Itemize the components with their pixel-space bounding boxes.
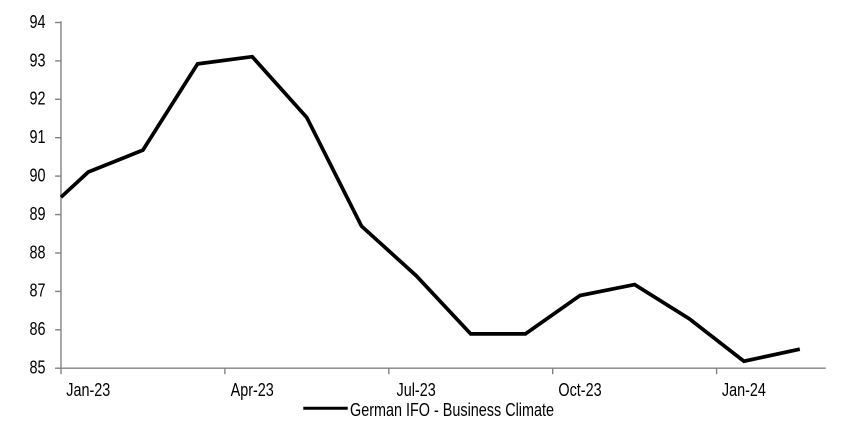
svg-text:93: 93 (30, 50, 46, 70)
svg-text:86: 86 (30, 319, 46, 339)
svg-text:Jan-23: Jan-23 (66, 380, 110, 400)
svg-text:Jan-24: Jan-24 (722, 380, 766, 400)
svg-text:85: 85 (30, 358, 46, 378)
svg-text:89: 89 (30, 204, 46, 224)
svg-text:94: 94 (30, 12, 46, 32)
svg-text:Jul-23: Jul-23 (397, 380, 436, 400)
svg-text:92: 92 (30, 89, 46, 109)
svg-text:87: 87 (30, 281, 46, 301)
svg-text:91: 91 (30, 127, 46, 147)
svg-text:Oct-23: Oct-23 (558, 380, 601, 400)
svg-text:88: 88 (30, 242, 46, 262)
svg-text:German IFO - Business Climate: German IFO - Business Climate (350, 400, 554, 420)
svg-text:Apr-23: Apr-23 (231, 380, 274, 400)
svg-text:90: 90 (30, 166, 46, 186)
